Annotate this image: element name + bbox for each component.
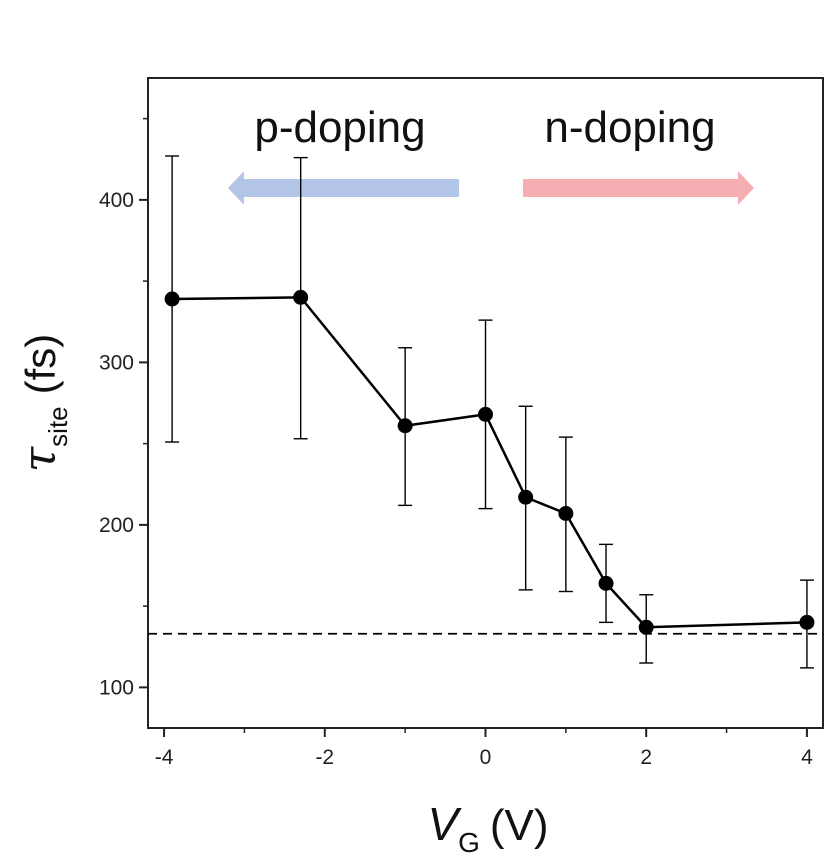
x-tick-label: 0: [480, 746, 492, 769]
x-tick-label: -4: [155, 746, 174, 769]
y-axis-subscript: site: [43, 406, 73, 446]
x-tick-label: 4: [801, 746, 813, 769]
n-doping-arrow: [523, 171, 754, 205]
data-point: [558, 506, 574, 521]
x-tick-label: 2: [640, 746, 652, 769]
data-point: [518, 489, 534, 505]
y-tick-label: 100: [99, 676, 134, 699]
y-tick-label: 200: [99, 514, 134, 537]
data-point: [638, 619, 654, 635]
data-point: [164, 291, 180, 307]
y-tick-label: 300: [99, 351, 134, 374]
data-point: [598, 575, 614, 591]
data-point: [478, 406, 493, 422]
x-axis-symbol: V: [427, 798, 462, 850]
x-tick-label: -2: [315, 746, 334, 769]
series-line: [172, 296, 807, 629]
y-tick-label: 400: [99, 189, 134, 212]
x-axis-subscript: G: [458, 827, 480, 858]
y-axis-unit: (fs): [17, 334, 64, 395]
y-axis-symbol: τ: [12, 445, 66, 472]
annotation-p-doping: p-doping: [254, 103, 425, 152]
x-axis-unit: (V): [490, 801, 549, 850]
data-points-group: [164, 289, 815, 635]
axis-ticks-group: -4 -2 0 2 4 100 200 300 400: [99, 117, 813, 769]
p-doping-arrow: [228, 171, 459, 205]
data-point: [293, 289, 309, 305]
x-axis-title: VG (V): [427, 798, 548, 858]
annotations-group: p-doping n-doping: [228, 103, 754, 205]
data-point: [799, 614, 815, 630]
data-point: [397, 418, 413, 434]
annotation-n-doping: n-doping: [544, 103, 715, 152]
y-axis-title: τsite (fs): [12, 334, 73, 473]
